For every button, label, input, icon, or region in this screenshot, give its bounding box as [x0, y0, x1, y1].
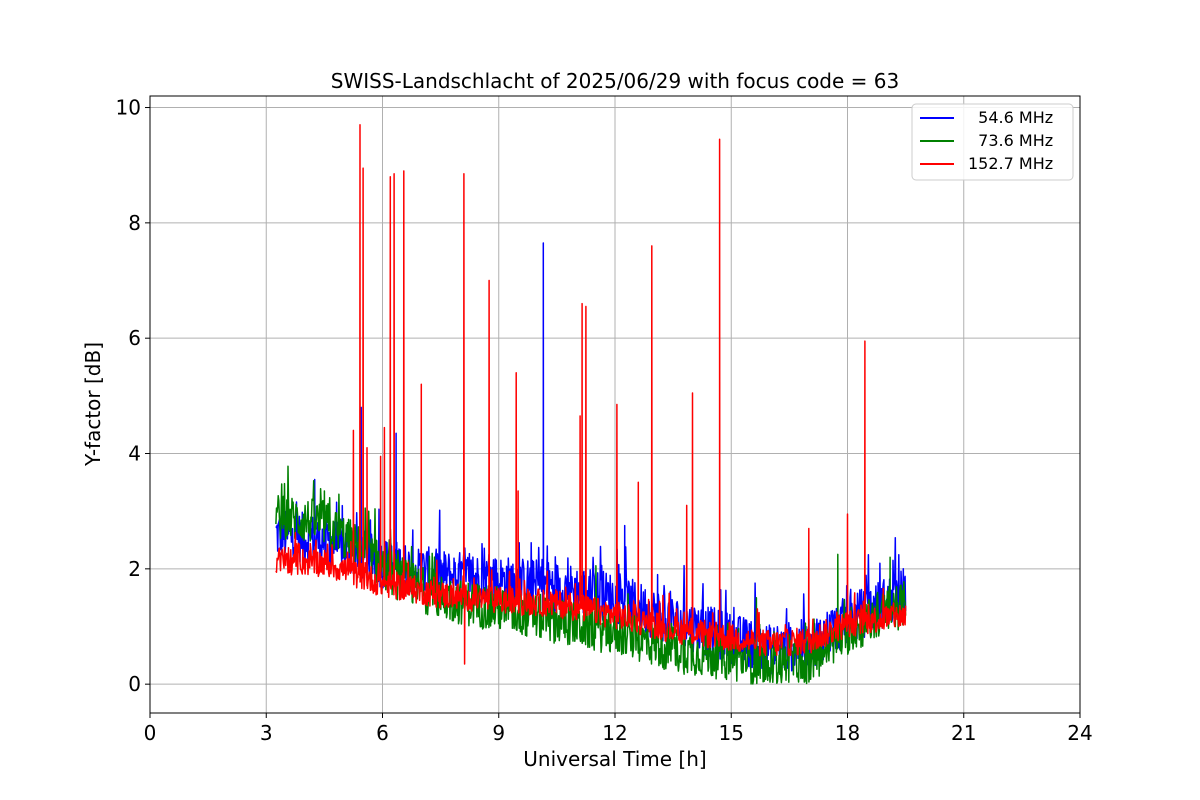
- y-tick-label: 6: [128, 326, 141, 350]
- y-tick-label: 10: [116, 96, 141, 120]
- y-tick-label: 0: [128, 672, 141, 696]
- y-tick-label: 2: [128, 557, 141, 581]
- y-axis-label: Y-factor [dB]: [81, 342, 105, 467]
- chart-title: SWISS-Landschlacht of 2025/06/29 with fo…: [331, 69, 899, 93]
- y-tick-label: 8: [128, 211, 141, 235]
- x-tick-label: 15: [719, 721, 744, 745]
- x-tick-label: 3: [260, 721, 273, 745]
- legend-entry-1: 54.6 MHz: [968, 108, 1053, 127]
- y-tick-label: 4: [128, 442, 141, 466]
- series-layer: [275, 124, 907, 685]
- legend: 54.6 MHz 73.6 MHz 152.7 MHz: [911, 103, 1074, 181]
- x-tick-label: 18: [835, 721, 860, 745]
- x-tick-label: 21: [951, 721, 976, 745]
- series-line-3: [275, 124, 907, 665]
- legend-box: [911, 103, 1074, 181]
- x-tick-label: 6: [376, 721, 389, 745]
- x-tick-label: 9: [492, 721, 505, 745]
- legend-entry-2: 73.6 MHz: [968, 131, 1053, 150]
- x-axis-label: Universal Time [h]: [523, 747, 706, 771]
- x-tick-label: 0: [144, 721, 157, 745]
- x-tick-label: 24: [1067, 721, 1092, 745]
- legend-entry-3: 152.7 MHz: [968, 154, 1053, 173]
- x-tick-label: 12: [602, 721, 627, 745]
